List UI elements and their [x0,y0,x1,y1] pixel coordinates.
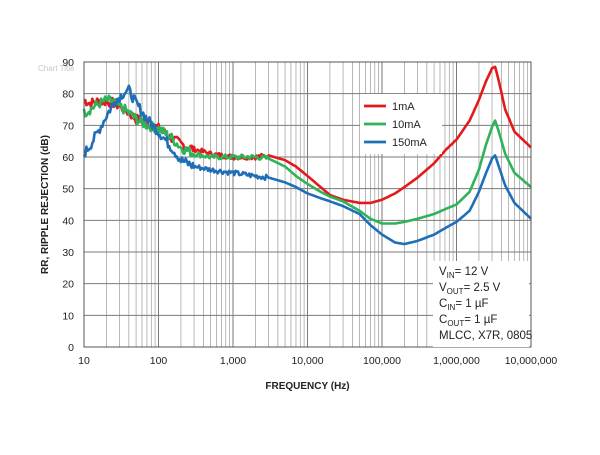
annotation-box [433,261,529,347]
plot-border [83,61,532,348]
conditions-annotation: VIN= 12 V VOUT= 2.5 V CIN= 1 µF COUT= 1 µF M… [433,261,532,347]
annotation-line: VOUT= 2.5 V [439,282,501,296]
y-axis-title: RR, RIPPLE REJECTION (dB) [40,135,51,274]
y-tick-label: 40 [62,215,74,227]
y-tick-label: 20 [62,279,74,291]
x-tick-label: 100,000 [363,355,401,367]
y-tick-label: 90 [62,57,74,69]
annotation-line: CIN= 1 µF [439,298,488,312]
x-tick-label: 1,000 [220,355,246,367]
annotation-line: VIN= 12 V [439,266,489,280]
series-line-10mA [82,94,532,225]
x-tick-label: 10,000 [291,355,323,367]
axes: 10 100 1,000 10,000 100,000 1,000,000 10,000,0… [40,57,557,392]
x-axis-title: FREQUENCY (Hz) [265,381,349,392]
x-tick-label: 1,000,000 [433,355,480,367]
y-tick-label: 70 [62,120,74,132]
y-tick-label: 30 [62,247,74,259]
y-tick-label: 0 [68,342,74,354]
annotation-line: COUT= 1 µF [439,314,497,328]
y-tick-label: 10 [62,310,74,322]
x-tick-label: 100 [150,355,168,367]
y-tick-label: 80 [62,89,74,101]
x-tick-label: 10,000,000 [505,355,558,367]
y-tick-label: 50 [62,184,74,196]
series-line-150mA [82,84,532,246]
series-line-1mA [83,65,532,205]
x-tick-label: 10 [78,355,90,367]
chart-title-placeholder: Chart Title [38,64,75,73]
legend-label-1mA: 1mA [392,101,415,113]
legend-label-10mA: 10mA [392,119,421,131]
legend: 1mA 10mA 150mA [360,94,442,154]
legend-label-150mA: 150mA [392,137,428,149]
series-lines [82,65,532,246]
y-tick-label: 60 [62,152,74,164]
annotation-line: MLCC, X7R, 0805 [439,330,532,342]
